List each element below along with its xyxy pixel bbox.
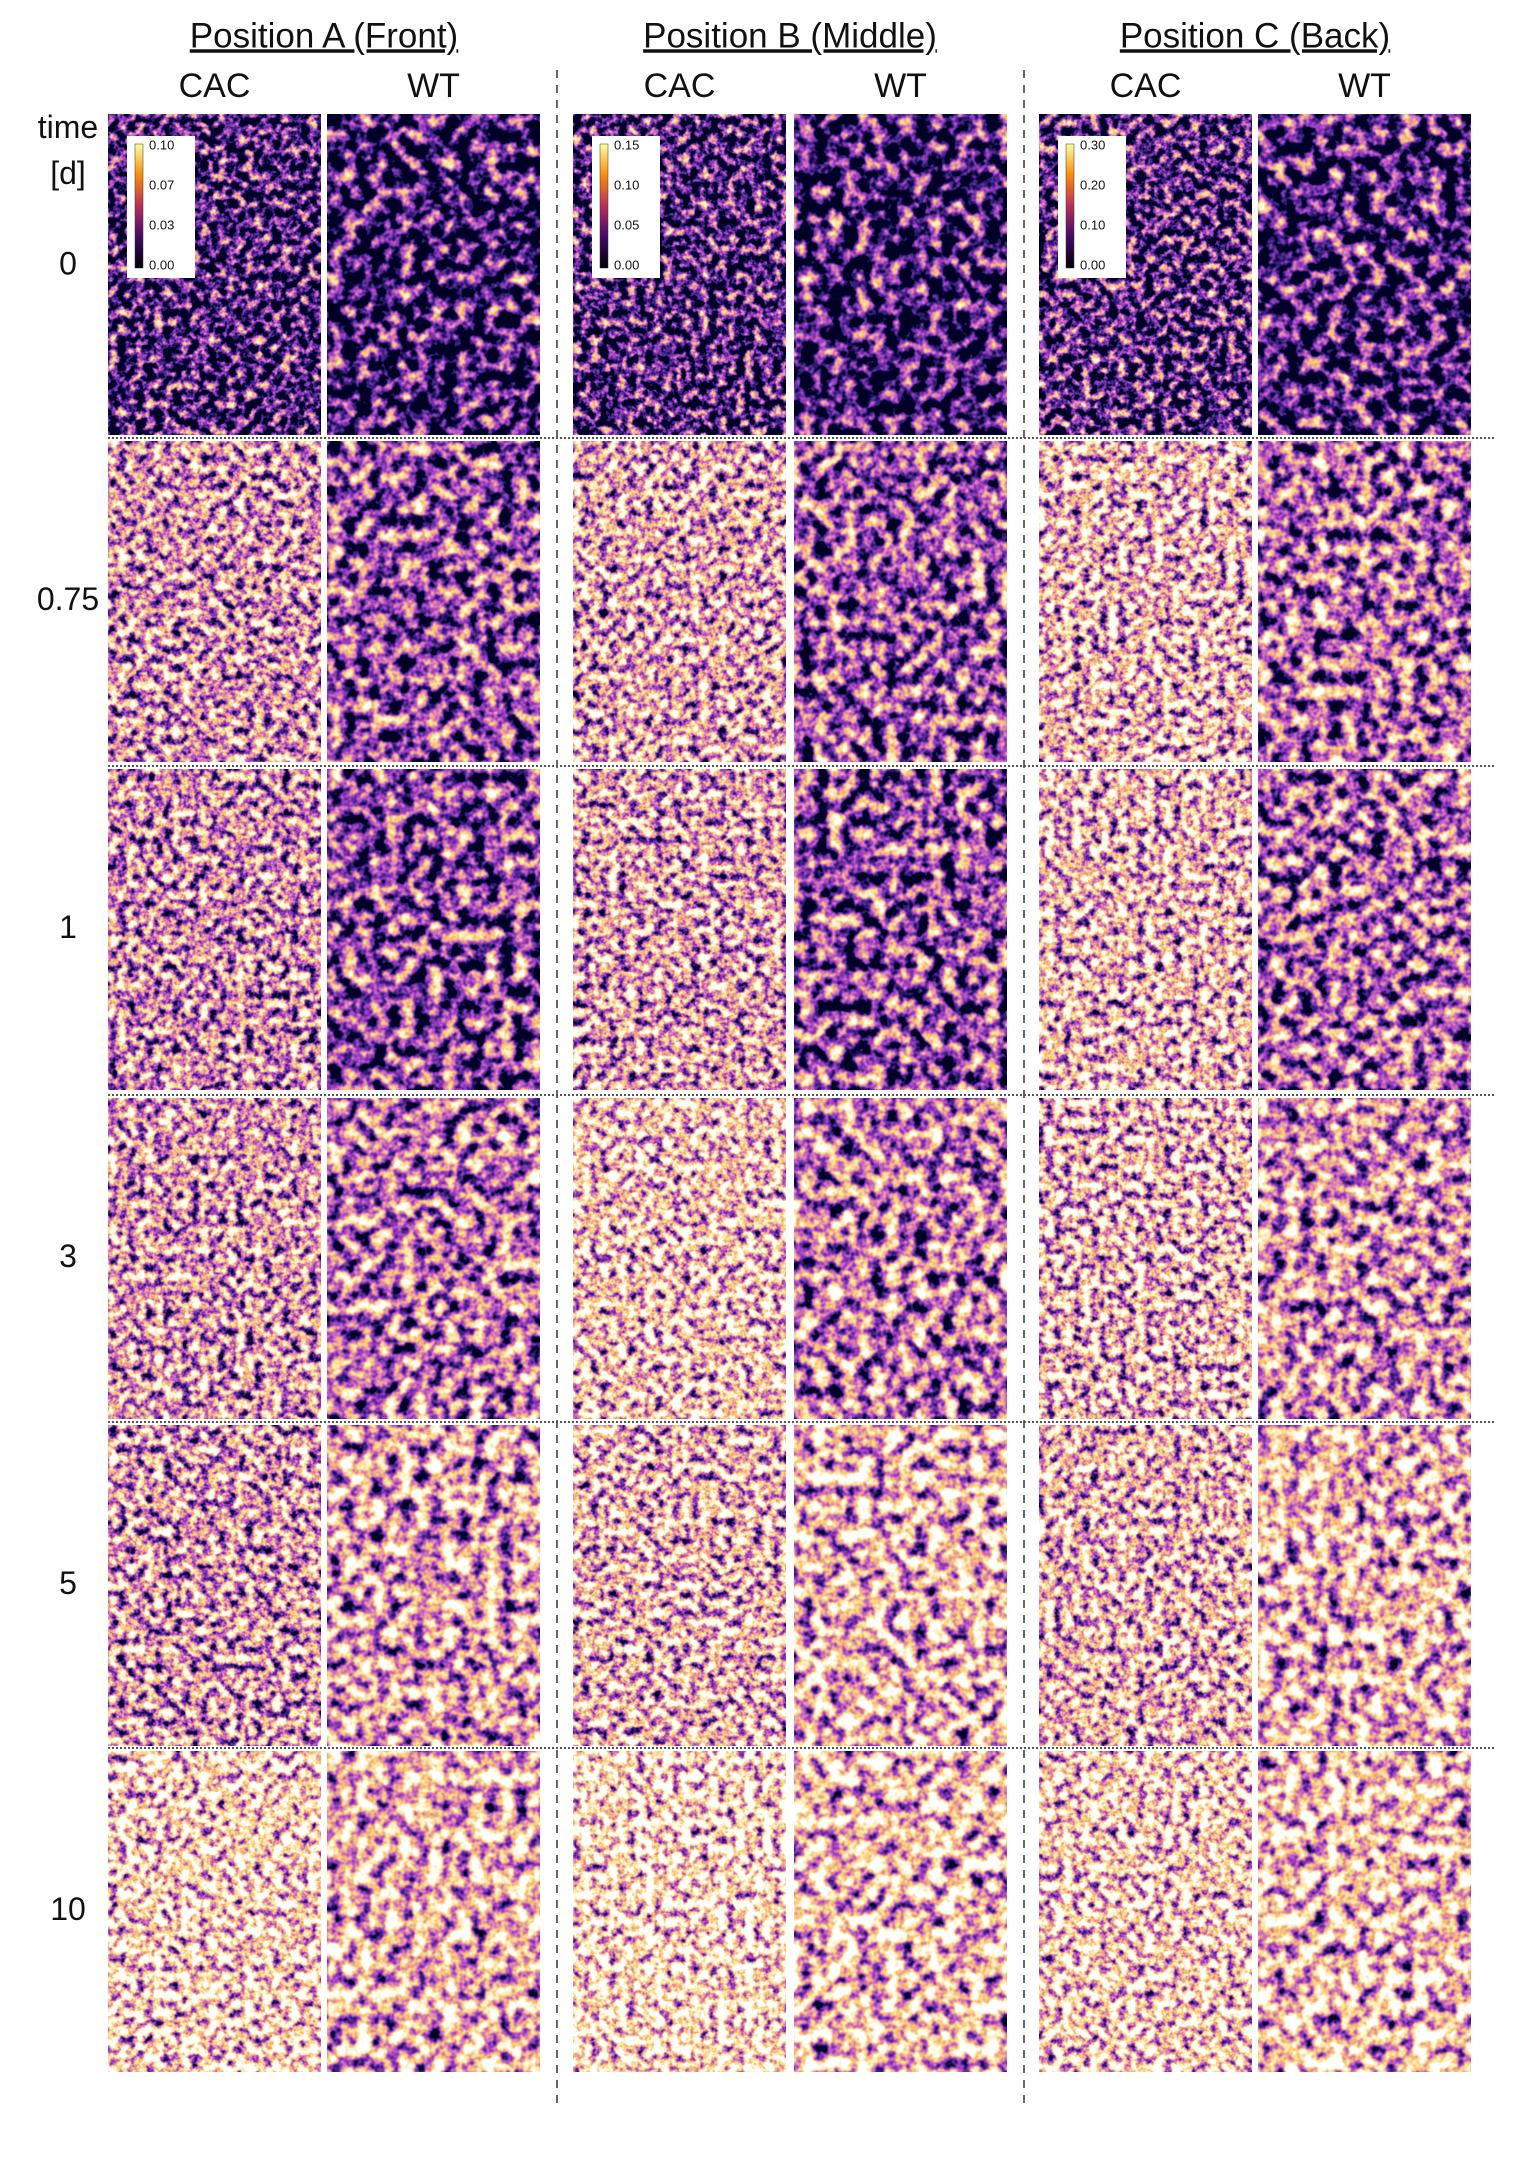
colorbar [134,143,144,269]
image-panel [108,1098,321,1419]
colorbar-tick-label: 0.15 [614,137,639,152]
image-panel [327,1751,540,2072]
time-value: 1 [59,909,77,945]
colorbar-tick-label: 0.10 [1080,217,1105,232]
image-panel [327,441,540,762]
time-value: 5 [59,1565,77,1601]
image-panel [1258,441,1471,762]
column-label: CAC [179,67,251,105]
image-panel [108,769,321,1090]
image-panel [794,1425,1007,1746]
position-title: Position C (Back) [1120,16,1390,55]
image-panel [573,1098,786,1419]
image-panel [1039,769,1252,1090]
colorbar-tick-label: 0.10 [614,177,639,192]
image-panel [108,1751,321,2072]
image-panel [794,441,1007,762]
colorbar-tick-label: 0.07 [149,177,174,192]
image-panel [573,1751,786,2072]
image-panel [1258,769,1471,1090]
image-panel [1258,1425,1471,1746]
time-value: 0 [59,245,77,281]
image-panel [794,1751,1007,2072]
colorbar-tick-label: 0.00 [1080,257,1105,272]
image-panel [1258,1751,1471,2072]
time-value: 10 [50,1891,86,1927]
colorbar-tick-label: 0.30 [1080,137,1105,152]
position-title: Position A (Front) [190,16,458,55]
position-title: Position B (Middle) [643,16,937,55]
colorbar-tick-label: 0.05 [614,217,639,232]
image-panel [327,1425,540,1746]
colorbar-tick-label: 0.20 [1080,177,1105,192]
image-panel [573,1425,786,1746]
colorbar-tick-label: 0.10 [149,137,174,152]
column-label: CAC [644,67,716,105]
image-panel [108,441,321,762]
image-panel [327,114,540,435]
image-panel [573,441,786,762]
colorbar [599,143,609,269]
image-panel [1258,114,1471,435]
image-panel [794,1098,1007,1419]
image-panel [1039,1425,1252,1746]
column-label: WT [1338,67,1391,105]
image-panel [108,1425,321,1746]
image-panel [573,769,786,1090]
image-panel [1039,441,1252,762]
column-label: CAC [1110,67,1182,105]
image-panel [1039,1098,1252,1419]
colorbar-tick-label: 0.03 [149,217,174,232]
time-value: 3 [59,1238,77,1274]
time-unit: [d] [50,155,86,191]
time-label: time [38,109,98,145]
image-panel [327,769,540,1090]
colorbar-tick-label: 0.00 [149,257,174,272]
column-label: WT [407,67,460,105]
column-label: WT [874,67,927,105]
image-panel [1258,1098,1471,1419]
colorbar [1065,143,1075,269]
image-panel [794,769,1007,1090]
colorbar-tick-label: 0.00 [614,257,639,272]
image-panel [1039,1751,1252,2072]
image-panel [794,114,1007,435]
image-panel [327,1098,540,1419]
time-value: 0.75 [37,581,99,617]
